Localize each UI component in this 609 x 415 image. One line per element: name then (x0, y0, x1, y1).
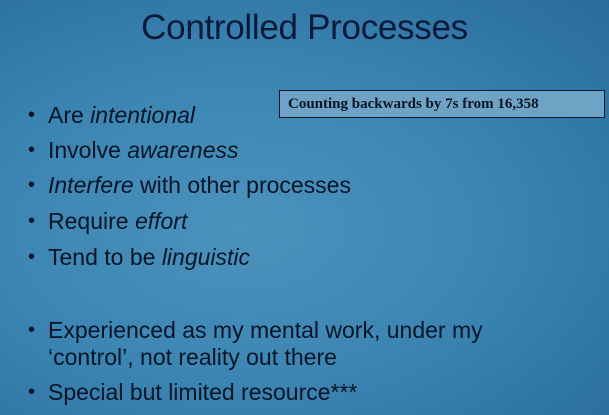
bullet-text: Interfere with other processes (48, 170, 351, 200)
bullet-text-plain: Involve (48, 137, 128, 163)
bullet-dot: • (28, 139, 36, 161)
bullet-text-emphasis: linguistic (161, 244, 251, 270)
bullet-text: Special but limited resource*** (48, 379, 358, 405)
bullet-text-plain: Are (48, 102, 91, 128)
bullet-dot: • (28, 104, 36, 126)
bullet-text: Are intentional (48, 100, 195, 130)
bullet-dot: • (28, 174, 36, 196)
bullet-text-emphasis: intentional (90, 102, 196, 128)
bullet-text-plain: with other processes (133, 172, 351, 198)
bullet-text: Experienced as my mental work, under my (48, 317, 483, 343)
bullet-dot: • (28, 210, 36, 232)
slide-title: Controlled Processes (141, 8, 468, 47)
bullet-text-emphasis: Interfere (48, 172, 134, 198)
bullet-text-plain: Tend to be (48, 244, 162, 270)
bullet-text: Tend to be linguistic (48, 242, 250, 272)
bullet-text: Involve awareness (48, 135, 239, 165)
bullet-text-emphasis: awareness (127, 137, 239, 163)
bullet-text-plain: Require (48, 208, 135, 234)
bullet-dot: • (28, 246, 36, 268)
bullet-dot: • (28, 319, 36, 341)
bullet-text: ‘control’, not reality out there (48, 344, 337, 370)
bullet-dot: • (28, 381, 36, 403)
bullet-text: Require effort (48, 206, 187, 236)
callout-box: Counting backwards by 7s from 16,358 (279, 90, 605, 118)
bullet-text-emphasis: effort (134, 208, 188, 234)
